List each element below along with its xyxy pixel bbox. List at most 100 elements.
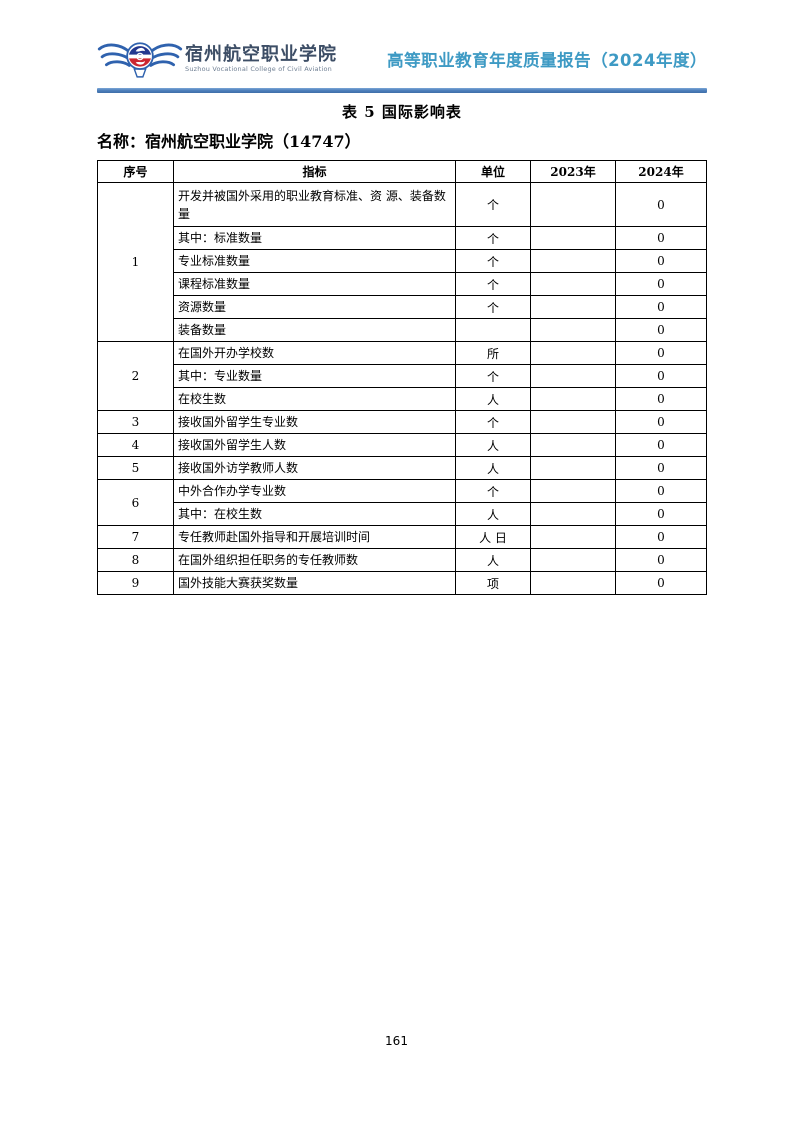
value-2023-cell [530,295,616,319]
table-row: 2 在国外开办学校数所 0 [97,341,707,411]
table-row: 资源数量个 0 [98,295,707,319]
unit-cell: 个 [455,272,531,296]
college-name-line: 名称：宿州航空职业学院（14747） [97,132,361,151]
value-2023-cell [530,479,616,503]
unit-cell: 人 [455,456,531,480]
serial-cell: 2 [97,341,174,411]
value-2024-cell: 0 [615,410,707,434]
value-2024-cell: 0 [615,502,707,526]
indicator-cell: 专任教师赴国外指导和开展培训时间 [173,525,456,549]
page-header: 宿州航空职业学院 Suzhou Vocational College of Ci… [97,34,707,84]
value-2024-cell: 0 [615,525,707,549]
value-2023-cell [530,387,616,411]
page-content: 宿州航空职业学院 Suzhou Vocational College of Ci… [97,34,707,595]
unit-cell: 个 [455,479,531,503]
indicator-cell: 接收国外留学生专业数 [173,410,456,434]
college-name: 宿州航空职业学院 [185,43,337,65]
table-row: 8 在国外组织担任职务的专任教师数人 0 [97,548,707,572]
unit-cell: 个 [455,249,531,273]
indicator-cell: 国外技能大赛获奖数量 [173,571,456,595]
column-header-indicator: 指标 [173,160,456,183]
serial-cell: 7 [97,525,174,549]
unit-cell: 个 [455,410,531,434]
indicator-cell: 其中：标准数量 [173,226,456,250]
value-2024-cell: 0 [615,387,707,411]
value-2024-cell: 0 [615,456,707,480]
unit-cell: 人 日 [455,525,531,549]
indicator-cell: 专业标准数量 [173,249,456,273]
value-2024-cell: 0 [615,295,707,319]
value-2023-cell [530,272,616,296]
indicator-cell: 接收国外访学教师人数 [173,456,456,480]
value-2024-cell: 0 [615,182,707,227]
column-header-2024: 2024年 [615,160,707,183]
unit-cell: 人 [455,548,531,572]
college-wings-logo-icon [97,42,183,78]
serial-cell: 3 [97,410,174,434]
value-2023-cell [530,341,616,365]
value-2024-cell: 0 [615,249,707,273]
table-row: 9 国外技能大赛获奖数量项 0 [97,571,707,595]
table-row: 4 接收国外留学生人数人 0 [97,433,707,457]
value-2023-cell [530,571,616,595]
indicator-cell: 在校生数 [173,387,456,411]
serial-cell: 5 [97,456,174,480]
unit-cell: 人 [455,502,531,526]
table-row: 1 开发并被国外采用的职业教育标准、资 源、装备数量个 0 [97,182,707,342]
indicator-cell: 其中：在校生数 [173,502,456,526]
value-2024-cell: 0 [615,341,707,365]
value-2023-cell [530,548,616,572]
value-2023-cell [530,433,616,457]
value-2024-cell: 0 [615,571,707,595]
college-name-english: Suzhou Vocational College of Civil Aviat… [185,65,332,74]
value-2023-cell [530,249,616,273]
unit-cell: 人 [455,387,531,411]
value-2023-cell [530,456,616,480]
column-header-2023: 2023年 [530,160,616,183]
unit-cell: 个 [455,226,531,250]
value-2024-cell: 0 [615,479,707,503]
indicator-cell: 课程标准数量 [173,272,456,296]
table-row: 专业标准数量个 0 [98,249,707,273]
indicator-cell: 在国外开办学校数 [173,341,456,365]
value-2023-cell [530,525,616,549]
indicator-cell: 开发并被国外采用的职业教育标准、资 源、装备数量 [173,182,456,227]
serial-cell: 6 [97,479,174,526]
page-number: 161 [385,1034,408,1048]
value-2024-cell: 0 [615,318,707,342]
unit-cell: 个 [455,364,531,388]
table-row: 6 中外合作办学专业数个 0 [97,479,707,526]
column-header-unit: 单位 [455,160,531,183]
table-row: 5 接收国外访学教师人数人 0 [97,456,707,480]
serial-cell: 8 [97,548,174,572]
indicator-cell: 中外合作办学专业数 [173,479,456,503]
table-row: 3 接收国外留学生专业数个 0 [97,410,707,434]
table-row: 7 专任教师赴国外指导和开展培训时间人 日 0 [97,525,707,549]
value-2024-cell: 0 [615,364,707,388]
column-header-serial: 序号 [97,160,174,183]
unit-cell: 人 [455,433,531,457]
unit-cell: 个 [455,182,531,227]
unit-cell: 项 [455,571,531,595]
indicator-cell: 在国外组织担任职务的专任教师数 [173,548,456,572]
unit-cell: 所 [455,341,531,365]
value-2024-cell: 0 [615,548,707,572]
table-row: 装备数量 0 [98,318,707,342]
table-header-row: 序号 指标 单位 2023年 2024年 [97,160,707,183]
table-row: 其中：在校生数人 0 [98,502,707,526]
serial-cell: 1 [97,182,174,342]
table-row: 在校生数人 0 [98,387,707,411]
report-title: 高等职业教育年度质量报告（2024年度） [387,51,707,70]
table-row: 其中：专业数量个 0 [98,364,707,388]
table-row: 课程标准数量个 0 [98,272,707,296]
international-impact-table: 序号 指标 单位 2023年 2024年 1 开发并被国外采用的职业教育标准、资 … [97,160,707,595]
unit-cell [455,318,531,342]
table-body: 1 开发并被国外采用的职业教育标准、资 源、装备数量个 0 其中：标准数量个 0 专业标准… [97,182,707,595]
value-2024-cell: 0 [615,433,707,457]
value-2023-cell [530,318,616,342]
unit-cell: 个 [455,295,531,319]
indicator-cell: 资源数量 [173,295,456,319]
value-2023-cell [530,226,616,250]
value-2023-cell [530,410,616,434]
